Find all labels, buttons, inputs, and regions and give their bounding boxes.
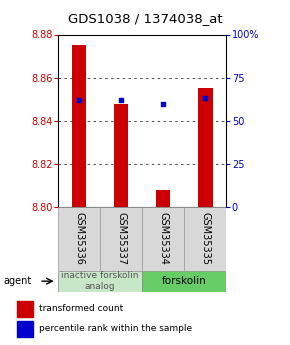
- Point: [203, 96, 208, 101]
- Text: forskolin: forskolin: [162, 276, 206, 286]
- Bar: [114, 104, 128, 207]
- Bar: [198, 88, 213, 207]
- Point: [77, 97, 81, 103]
- Bar: [100, 207, 142, 271]
- Text: percentile rank within the sample: percentile rank within the sample: [39, 325, 192, 334]
- Text: agent: agent: [3, 276, 31, 286]
- Bar: [184, 207, 226, 271]
- Text: transformed count: transformed count: [39, 304, 123, 313]
- Bar: [58, 271, 142, 292]
- Point: [119, 97, 124, 103]
- Text: GSM35335: GSM35335: [200, 212, 210, 265]
- Bar: [156, 190, 171, 207]
- Text: GSM35334: GSM35334: [158, 212, 168, 265]
- Text: GSM35336: GSM35336: [74, 212, 84, 265]
- Text: GSM35337: GSM35337: [116, 212, 126, 265]
- Text: GDS1038 / 1374038_at: GDS1038 / 1374038_at: [68, 12, 222, 26]
- Bar: [17, 322, 33, 337]
- Bar: [58, 207, 100, 271]
- Bar: [72, 45, 86, 207]
- Bar: [17, 301, 33, 317]
- Bar: [142, 207, 184, 271]
- Point: [161, 101, 165, 106]
- Text: inactive forskolin
analog: inactive forskolin analog: [61, 272, 139, 291]
- Bar: [142, 271, 226, 292]
